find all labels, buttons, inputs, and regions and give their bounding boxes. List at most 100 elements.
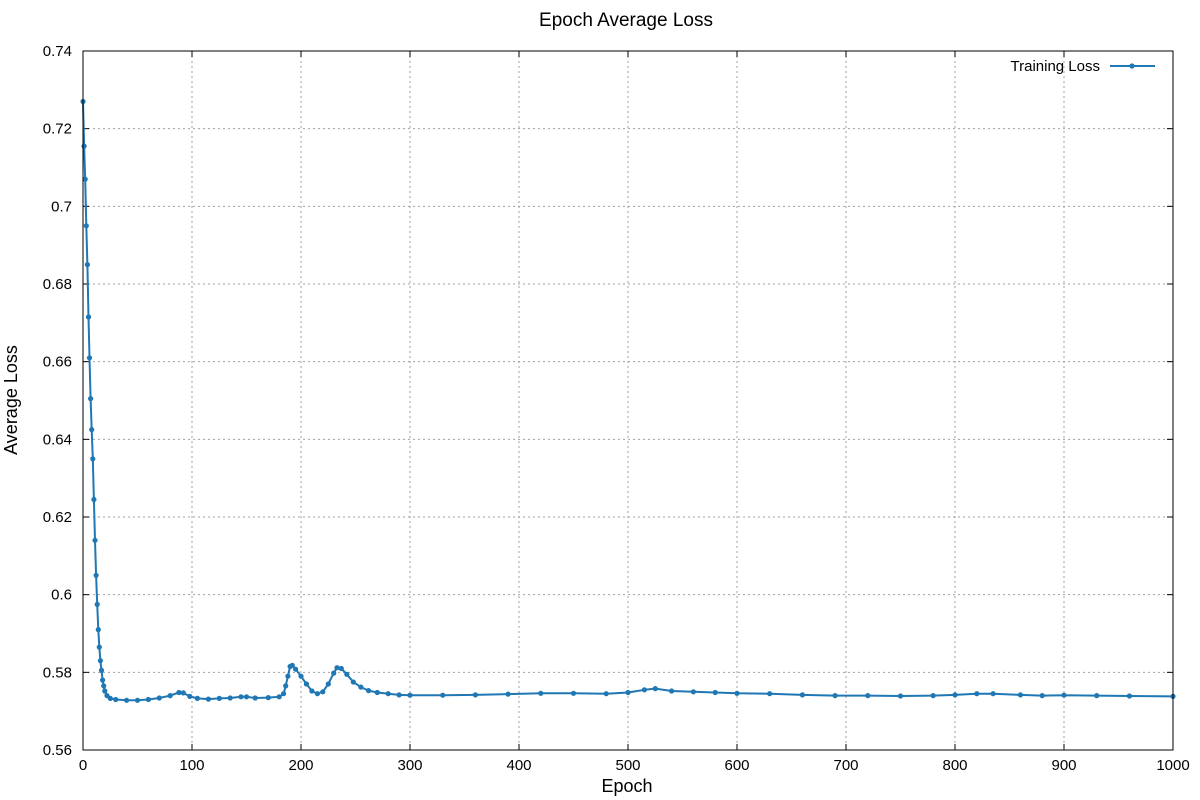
y-tick-label: 0.64 xyxy=(43,431,72,448)
data-point xyxy=(897,693,904,699)
x-tick-label: 900 xyxy=(1051,757,1076,774)
data-point xyxy=(331,670,337,676)
data-point xyxy=(227,695,233,701)
data-point xyxy=(81,143,87,149)
data-point xyxy=(374,689,380,696)
y-tick-label: 0.68 xyxy=(43,276,72,293)
data-point xyxy=(145,696,151,703)
data-point xyxy=(298,673,304,679)
x-tick-label: 100 xyxy=(179,757,204,774)
y-tick-label: 0.74 xyxy=(43,43,72,60)
data-point xyxy=(1061,692,1067,698)
data-point xyxy=(1039,693,1045,699)
data-point xyxy=(338,665,344,672)
y-tick-label: 0.7 xyxy=(51,198,72,215)
data-point xyxy=(366,688,372,694)
data-point xyxy=(930,693,936,699)
data-point xyxy=(89,427,95,433)
data-point xyxy=(100,677,106,683)
data-point xyxy=(101,683,107,689)
data-point xyxy=(252,695,258,701)
data-point xyxy=(952,692,958,698)
data-point xyxy=(289,662,295,668)
data-point xyxy=(91,496,97,503)
data-point xyxy=(98,667,105,674)
legend: Training Loss xyxy=(1011,58,1155,75)
x-tick-label: 1000 xyxy=(1156,757,1189,774)
grid-lines xyxy=(83,51,1173,750)
data-point xyxy=(641,687,648,693)
data-point xyxy=(94,601,100,608)
data-point xyxy=(84,262,90,268)
data-point xyxy=(95,627,101,633)
y-axis-label: Average Loss xyxy=(1,345,21,455)
legend-label: Training Loss xyxy=(1011,58,1101,75)
data-point xyxy=(334,665,340,671)
data-point xyxy=(265,695,271,701)
data-point xyxy=(1017,692,1024,698)
data-point xyxy=(102,688,108,694)
data-point xyxy=(281,691,287,697)
data-point xyxy=(669,688,675,694)
data-point xyxy=(194,695,200,702)
data-point xyxy=(238,694,244,700)
x-tick-label: 500 xyxy=(615,757,640,774)
data-point xyxy=(407,692,413,698)
data-point xyxy=(205,696,211,702)
y-tick-label: 0.66 xyxy=(43,354,72,371)
x-tick-label: 800 xyxy=(942,757,967,774)
data-point xyxy=(570,690,577,696)
x-tick-label: 700 xyxy=(833,757,858,774)
x-tick-label: 200 xyxy=(288,757,313,774)
data-point xyxy=(865,693,871,699)
plot-frame xyxy=(82,50,1174,751)
data-point xyxy=(314,691,320,697)
data-point xyxy=(603,691,609,697)
data-point xyxy=(303,681,309,687)
data-point xyxy=(293,666,299,672)
data-point xyxy=(283,683,289,689)
data-point xyxy=(176,689,182,696)
data-point xyxy=(180,690,186,696)
data-point xyxy=(113,696,119,703)
data-point xyxy=(440,692,446,698)
y-tick-label: 0.58 xyxy=(43,664,72,681)
data-point xyxy=(974,691,980,697)
y-tick-label: 0.72 xyxy=(43,121,72,138)
data-point xyxy=(92,537,98,543)
data-point xyxy=(344,671,350,677)
data-point xyxy=(1094,693,1100,699)
data-point xyxy=(88,396,94,402)
x-tick-label: 300 xyxy=(397,757,422,774)
chart-title: Epoch Average Loss xyxy=(539,10,713,31)
data-point xyxy=(690,689,697,695)
data-point xyxy=(358,684,364,690)
axis-ticks: 0 100 200 300 400 500 600 700 800 900 1000 0.56 0.58… xyxy=(43,43,1190,774)
data-point xyxy=(97,658,103,664)
y-tick-label: 0.56 xyxy=(43,742,72,759)
data-point xyxy=(82,176,88,182)
data-point xyxy=(990,691,996,697)
data-point xyxy=(734,690,740,696)
data-point xyxy=(396,692,402,698)
data-point xyxy=(712,689,718,696)
data-point xyxy=(832,693,838,699)
data-point xyxy=(285,673,291,679)
x-tick-label: 0 xyxy=(79,757,87,774)
data-point xyxy=(107,695,113,702)
data-point xyxy=(472,692,478,698)
data-point xyxy=(309,688,315,694)
data-point xyxy=(83,223,89,229)
data-point xyxy=(134,697,141,703)
y-tick-label: 0.62 xyxy=(43,509,72,526)
data-point xyxy=(90,456,96,462)
data-point xyxy=(1126,693,1132,699)
data-point xyxy=(243,694,250,700)
data-point xyxy=(625,689,631,696)
data-point xyxy=(538,690,544,696)
data-point xyxy=(325,681,331,687)
data-point xyxy=(86,355,93,361)
data-point xyxy=(385,691,391,697)
x-axis-label: Epoch xyxy=(601,776,652,796)
